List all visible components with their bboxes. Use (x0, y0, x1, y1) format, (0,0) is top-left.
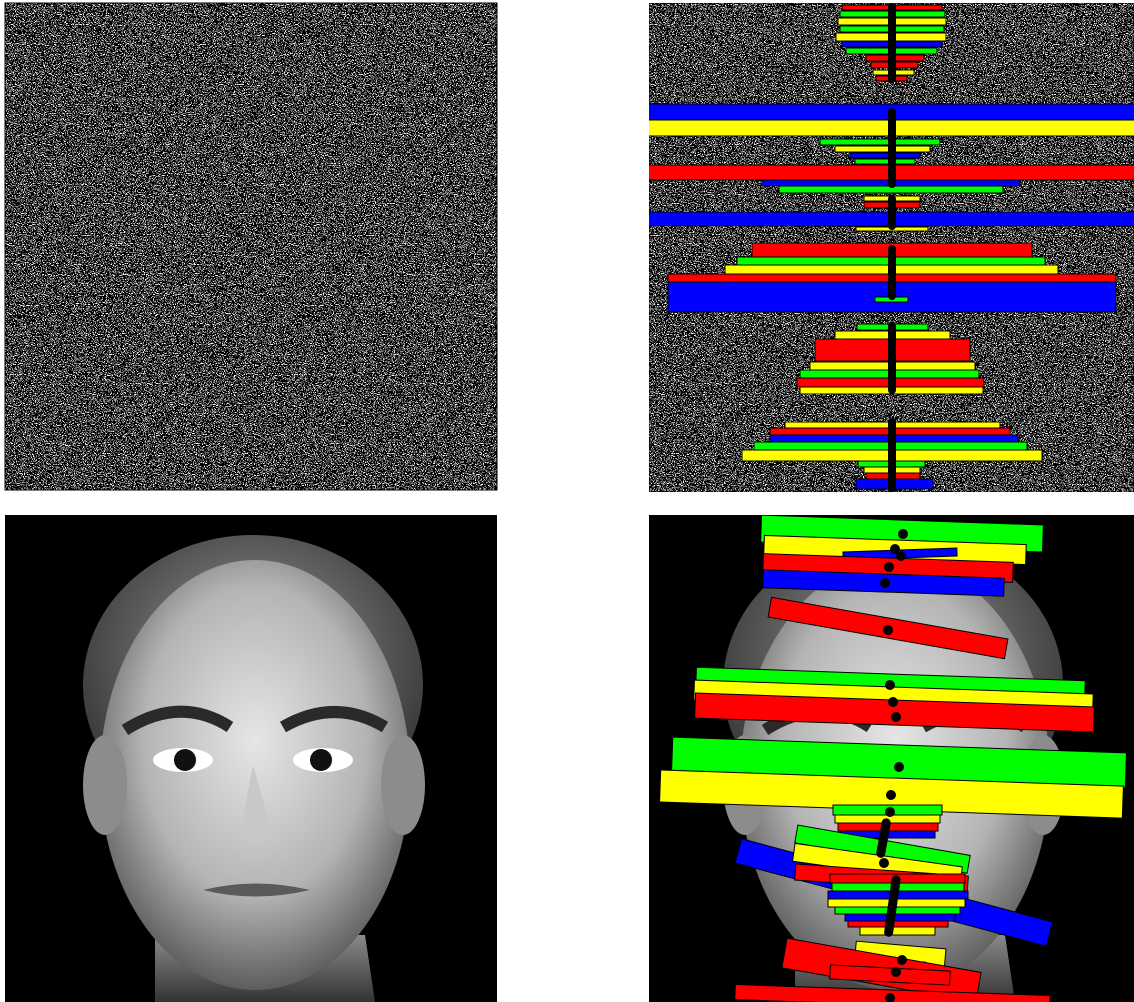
face-image (5, 515, 497, 1002)
dot (880, 578, 890, 588)
dot-stack (888, 418, 896, 492)
dot-stack (888, 322, 896, 394)
dot (896, 551, 906, 561)
dot-stack (888, 195, 896, 230)
dot (891, 712, 901, 722)
bar (845, 914, 955, 921)
dot-stack (888, 245, 896, 300)
figure (0, 0, 1134, 1002)
dot (888, 697, 898, 707)
dot (879, 858, 889, 868)
dot (883, 625, 893, 635)
noise-panel (5, 3, 497, 490)
bar (855, 159, 915, 164)
face-panel (5, 515, 497, 1002)
dot-stack (888, 108, 896, 188)
bar (835, 146, 930, 152)
bar (860, 927, 935, 935)
bar (820, 139, 940, 145)
dot (897, 955, 907, 965)
noise-pattern (5, 3, 497, 490)
dot (885, 807, 895, 817)
dot (891, 967, 901, 977)
dot (885, 680, 895, 690)
dot (884, 562, 894, 572)
noise-bars-panel (645, 3, 1134, 492)
dot (898, 529, 908, 539)
dot-stack (888, 3, 896, 83)
page (0, 0, 1134, 1002)
dot (894, 762, 904, 772)
dot (886, 790, 896, 800)
bar (835, 907, 960, 914)
face-bars-panel (645, 515, 1134, 1002)
bar (848, 921, 948, 927)
bar (850, 153, 920, 158)
